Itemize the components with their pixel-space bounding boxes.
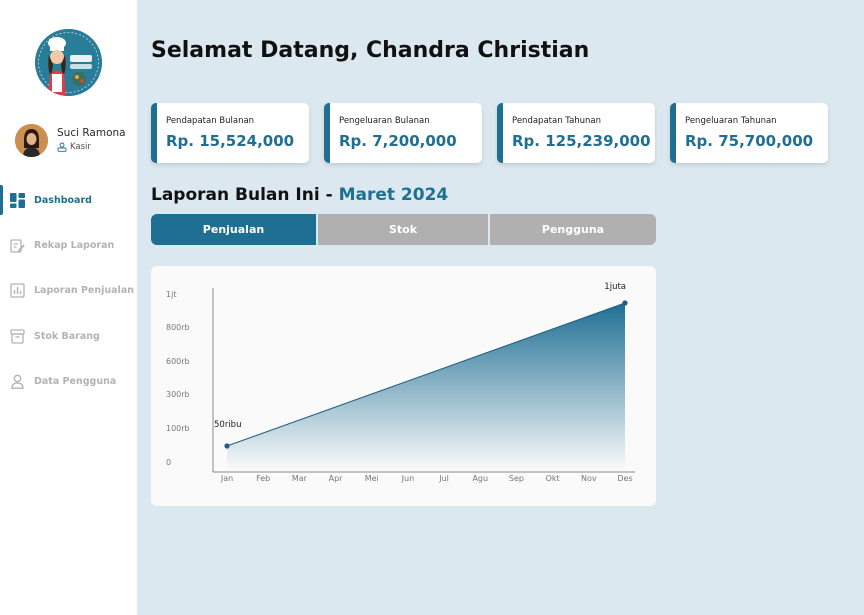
user-profile[interactable]: Suci Ramona Kasir bbox=[15, 124, 133, 158]
sales-chart-svg: 0 100rb 300rb 600rb 800rb 1jt Jan Feb Mar Apr Mei J… bbox=[166, 282, 635, 483]
nav-item-dashboard[interactable]: Dashboard bbox=[0, 184, 137, 216]
y-tick-label: 600rb bbox=[166, 357, 190, 366]
nav-item-laporan-penjualan[interactable]: Laporan Penjualan bbox=[0, 274, 137, 306]
nav-item-rekap-laporan[interactable]: Rekap Laporan bbox=[0, 229, 137, 261]
y-tick-label: 300rb bbox=[166, 390, 190, 399]
cashier-icon bbox=[57, 142, 67, 152]
card-value: Rp. 75,700,000 bbox=[685, 132, 814, 150]
x-tick-label: Des bbox=[617, 474, 632, 483]
avatar bbox=[15, 124, 48, 157]
y-tick-label: 100rb bbox=[166, 424, 190, 433]
card-value: Rp. 15,524,000 bbox=[166, 132, 295, 150]
x-tick-label: Jan bbox=[220, 474, 233, 483]
summary-card-pendapatan-tahunan: Pendapatan Tahunan Rp. 125,239,000 bbox=[497, 103, 655, 163]
x-tick-label: Sep bbox=[509, 474, 524, 483]
x-tick-label: Jun bbox=[401, 474, 415, 483]
report-title-prefix: Laporan Bulan Ini - bbox=[151, 185, 339, 205]
bar-chart-icon bbox=[10, 282, 25, 298]
edit-report-icon bbox=[10, 238, 25, 253]
data-label: 1juta bbox=[604, 282, 626, 292]
tab-stok[interactable]: Stok bbox=[318, 214, 488, 245]
x-tick-label: Apr bbox=[329, 474, 344, 483]
sidebar: Suci Ramona Kasir Dashboard bbox=[0, 0, 137, 615]
y-tick-label: 0 bbox=[166, 458, 171, 467]
series-line bbox=[226, 302, 626, 447]
tab-penjualan[interactable]: Penjualan bbox=[151, 214, 316, 245]
profile-role: Kasir bbox=[57, 142, 91, 152]
x-tick-label: Feb bbox=[256, 474, 270, 483]
tab-pengguna[interactable]: Pengguna bbox=[490, 214, 656, 245]
nav-label: Data Pengguna bbox=[34, 375, 117, 387]
card-value: Rp. 125,239,000 bbox=[512, 132, 651, 150]
report-month: Maret 2024 bbox=[338, 185, 449, 205]
x-tick-label: Agu bbox=[472, 474, 488, 483]
nav-label: Dashboard bbox=[34, 194, 92, 206]
nav-item-stok-barang[interactable]: Stok Barang bbox=[0, 320, 137, 352]
nav-label: Rekap Laporan bbox=[34, 239, 115, 251]
profile-role-label: Kasir bbox=[70, 142, 91, 152]
report-title: Laporan Bulan Ini - Maret 2024 bbox=[151, 185, 448, 205]
sales-chart: 0 100rb 300rb 600rb 800rb 1jt Jan Feb Mar Apr Mei J… bbox=[151, 266, 656, 506]
card-label: Pengeluaran Bulanan bbox=[339, 116, 430, 126]
dashboard-grid-icon bbox=[10, 192, 25, 208]
data-point bbox=[224, 443, 230, 449]
nav-label: Laporan Penjualan bbox=[34, 284, 134, 296]
card-value: Rp. 7,200,000 bbox=[339, 132, 457, 150]
brand-logo[interactable] bbox=[35, 29, 102, 96]
card-label: Pengeluaran Tahunan bbox=[685, 116, 777, 126]
user-icon bbox=[10, 374, 25, 389]
x-tick-label: Mei bbox=[365, 474, 379, 483]
report-tabs: Penjualan Stok Pengguna bbox=[151, 214, 656, 245]
y-tick-label: 800rb bbox=[166, 323, 190, 332]
x-tick-label: Okt bbox=[546, 474, 560, 483]
y-tick-label: 1jt bbox=[166, 290, 176, 299]
card-label: Pendapatan Bulanan bbox=[166, 116, 255, 126]
x-tick-label: Mar bbox=[292, 474, 308, 483]
summary-card-pengeluaran-bulanan: Pengeluaran Bulanan Rp. 7,200,000 bbox=[324, 103, 482, 163]
summary-card-pengeluaran-tahunan: Pengeluaran Tahunan Rp. 75,700,000 bbox=[670, 103, 828, 163]
profile-name: Suci Ramona bbox=[57, 127, 126, 139]
data-point bbox=[622, 300, 628, 306]
archive-box-icon bbox=[10, 328, 25, 344]
x-tick-label: Nov bbox=[581, 474, 597, 483]
area-fill bbox=[227, 303, 625, 470]
data-label: 50ribu bbox=[214, 420, 241, 430]
nav-label: Stok Barang bbox=[34, 330, 100, 342]
nav-item-data-pengguna[interactable]: Data Pengguna bbox=[0, 365, 137, 397]
card-label: Pendapatan Tahunan bbox=[512, 116, 602, 126]
summary-card-pendapatan-bulanan: Pendapatan Bulanan Rp. 15,524,000 bbox=[151, 103, 309, 163]
page-title: Selamat Datang, Chandra Christian bbox=[151, 38, 590, 63]
x-tick-label: Jul bbox=[438, 474, 449, 483]
